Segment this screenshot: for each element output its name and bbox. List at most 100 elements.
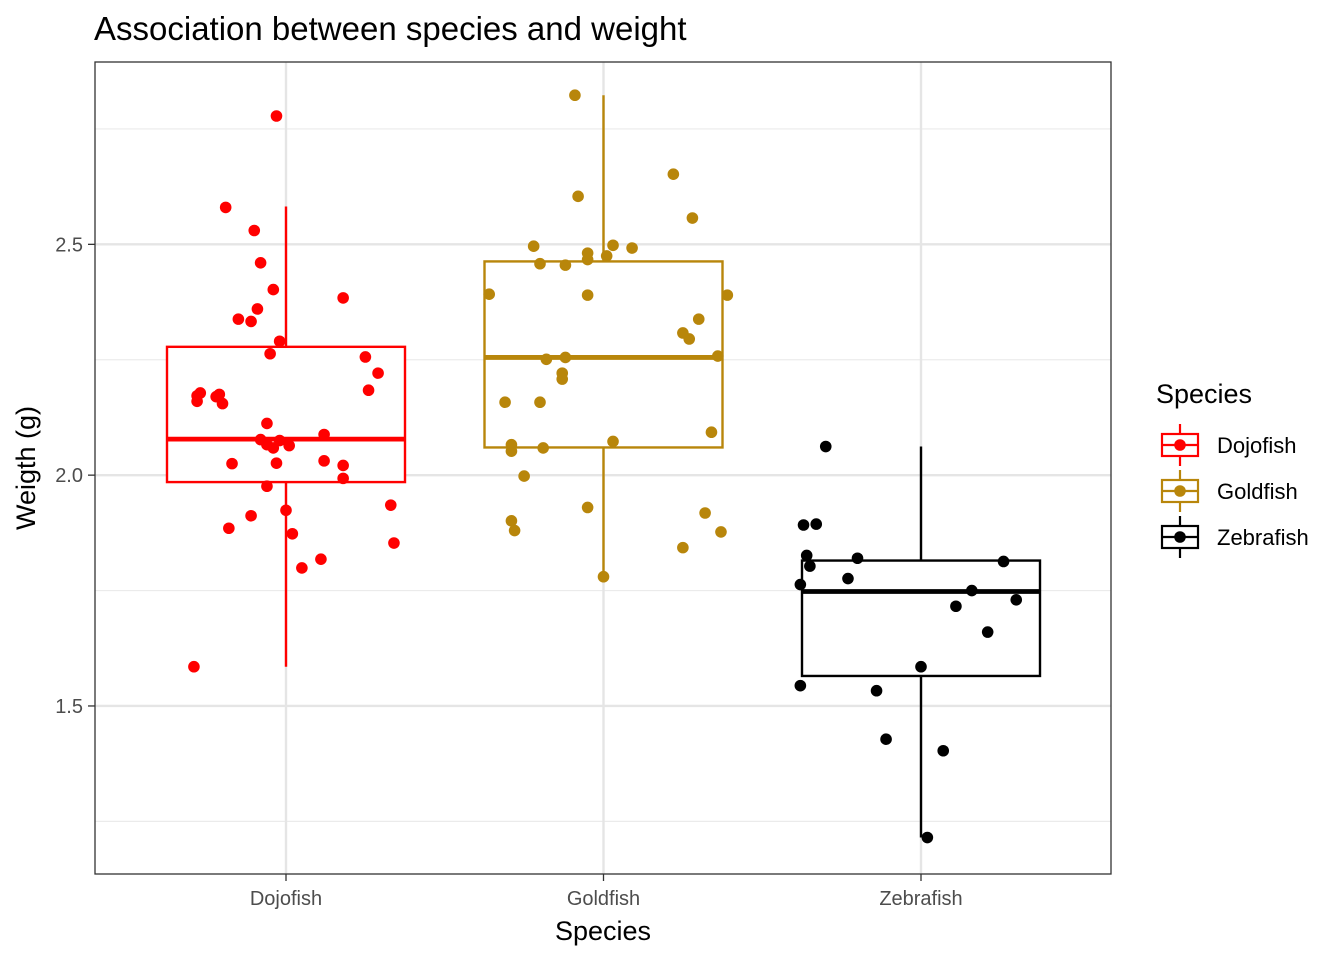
x-tick-label: Dojofish	[250, 888, 322, 910]
data-point	[556, 373, 569, 385]
y-tick-label: 2.5	[55, 234, 83, 256]
chart-title: Association between species and weight	[94, 10, 687, 47]
data-point	[705, 426, 718, 439]
x-tick-label: Zebrafish	[879, 888, 962, 910]
data-point	[794, 679, 807, 692]
legend-point	[1174, 485, 1186, 497]
data-point	[880, 733, 892, 746]
data-point	[981, 626, 994, 638]
data-point	[915, 660, 927, 673]
data-point	[264, 347, 276, 360]
data-point	[721, 289, 734, 301]
data-point	[318, 428, 330, 441]
data-point	[505, 438, 518, 451]
data-point	[607, 239, 619, 252]
data-point	[518, 470, 530, 482]
data-point	[794, 578, 807, 591]
data-point	[810, 518, 823, 530]
data-point	[699, 507, 711, 519]
boxplot-dojofish	[165, 206, 407, 667]
data-point	[921, 831, 934, 844]
data-point	[937, 744, 950, 757]
data-point	[686, 212, 699, 224]
data-point	[270, 110, 283, 122]
data-point	[667, 168, 680, 180]
legend: Species Dojofish Goldfish Zebrafish	[1156, 379, 1309, 558]
data-point	[715, 526, 727, 538]
data-point	[280, 504, 292, 517]
data-point	[581, 289, 594, 301]
x-axis-title: Species	[555, 916, 651, 946]
data-point	[499, 396, 511, 409]
data-point	[261, 480, 273, 493]
data-point	[483, 288, 496, 300]
data-point	[296, 562, 308, 574]
legend-point	[1174, 439, 1186, 451]
data-point	[372, 367, 384, 379]
data-point	[232, 313, 245, 325]
data-point	[213, 388, 226, 401]
data-point	[273, 434, 286, 447]
data-point	[270, 457, 283, 469]
legend-title: Species	[1156, 379, 1252, 409]
data-point	[527, 240, 540, 252]
data-point	[188, 660, 200, 673]
data-point	[505, 515, 518, 527]
data-point	[283, 439, 295, 452]
y-axis-title: Weigth (g)	[11, 406, 41, 530]
data-point	[261, 417, 273, 430]
data-point	[712, 350, 724, 362]
data-point	[950, 600, 962, 613]
data-point	[819, 440, 832, 453]
box	[800, 559, 1042, 678]
data-point	[581, 501, 594, 514]
data-point	[997, 555, 1010, 568]
data-point	[273, 335, 286, 348]
data-point	[191, 395, 203, 408]
data-point	[600, 250, 613, 262]
data-point	[540, 353, 553, 366]
data-point	[508, 524, 521, 537]
data-point	[251, 303, 264, 315]
data-point	[337, 472, 349, 485]
legend-point	[1174, 531, 1186, 543]
y-tick-label: 2.0	[55, 465, 83, 487]
data-point	[966, 584, 978, 597]
points-goldfish	[483, 89, 734, 583]
legend-key-zebrafish	[1160, 516, 1200, 558]
data-point	[248, 224, 261, 237]
data-point	[842, 572, 854, 585]
data-point	[388, 537, 400, 549]
data-point	[384, 499, 397, 511]
data-point	[597, 570, 610, 583]
data-point	[559, 351, 572, 364]
data-point	[362, 384, 375, 397]
data-point	[797, 519, 810, 531]
data-point	[534, 257, 546, 270]
data-point	[581, 247, 594, 259]
data-point	[607, 435, 619, 448]
legend-label-dojofish: Dojofish	[1217, 433, 1296, 458]
box	[483, 260, 724, 449]
data-point	[626, 242, 638, 254]
legend-key-dojofish	[1160, 424, 1200, 466]
data-point	[245, 509, 257, 522]
legend-key-goldfish	[1160, 470, 1200, 512]
legend-label-zebrafish: Zebrafish	[1217, 525, 1309, 550]
box	[165, 345, 407, 484]
y-tick-label: 1.5	[55, 696, 83, 718]
data-point	[286, 527, 299, 540]
data-point	[245, 315, 257, 328]
data-point	[804, 560, 816, 572]
data-point	[267, 283, 280, 296]
data-point	[683, 333, 696, 345]
data-point	[537, 442, 549, 454]
data-point	[800, 549, 813, 562]
data-point	[337, 292, 349, 304]
data-point	[1010, 593, 1023, 606]
boxplot-zebrafish	[800, 446, 1042, 838]
data-point	[219, 201, 232, 214]
points-zebrafish	[794, 440, 1023, 844]
plot-panel	[94, 61, 1112, 875]
